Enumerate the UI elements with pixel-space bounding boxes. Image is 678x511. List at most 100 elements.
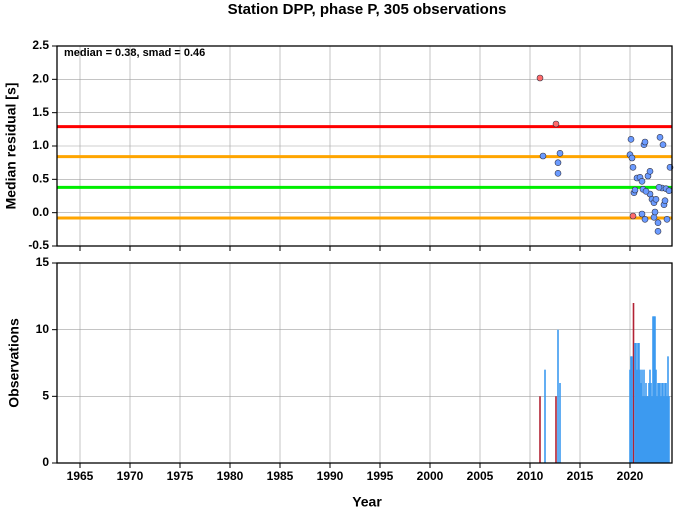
bar xyxy=(640,383,642,463)
point xyxy=(539,152,547,160)
bar xyxy=(630,356,632,463)
bar xyxy=(637,343,639,463)
bar xyxy=(648,383,650,463)
point xyxy=(654,219,662,226)
y-tick-label: 0.5 xyxy=(32,172,49,186)
x-tick-label: 2015 xyxy=(567,469,594,483)
bar xyxy=(668,396,670,463)
bar xyxy=(639,369,641,463)
point xyxy=(656,134,664,141)
x-tick-label: 2005 xyxy=(467,469,494,483)
y-tick-label: 1.0 xyxy=(32,138,49,152)
annotation: median = 0.38, smad = 0.46 xyxy=(64,47,205,59)
point xyxy=(554,159,562,166)
bar xyxy=(666,396,668,463)
bar xyxy=(643,369,645,463)
bar xyxy=(632,303,635,463)
bar xyxy=(653,316,655,463)
point xyxy=(654,228,662,235)
point xyxy=(554,170,562,177)
x-tick-label: 2000 xyxy=(417,469,444,483)
point xyxy=(552,120,560,128)
x-tick-label: 1995 xyxy=(367,469,394,483)
bar xyxy=(660,396,662,463)
point xyxy=(650,214,658,221)
bar xyxy=(657,383,659,463)
y-tick-label: 0.0 xyxy=(32,205,49,219)
bar xyxy=(647,396,649,463)
point xyxy=(641,216,649,223)
chart-title: Station DPP, phase P, 305 observations xyxy=(228,1,507,18)
y-axis-label: Median residual [s] xyxy=(3,83,19,210)
bar xyxy=(655,369,657,463)
bar xyxy=(635,343,637,463)
y-tick-label: 1.5 xyxy=(32,105,49,119)
bar xyxy=(665,383,667,463)
point xyxy=(651,208,659,216)
y-axis-label: Observations xyxy=(6,318,22,408)
bar xyxy=(555,396,557,463)
bar xyxy=(557,329,559,463)
y-tick-label: 10 xyxy=(36,322,50,336)
point xyxy=(556,150,564,157)
point xyxy=(646,168,654,175)
bar xyxy=(544,369,546,463)
bar xyxy=(659,383,661,463)
x-tick-label: 1980 xyxy=(217,469,244,483)
bar xyxy=(654,316,656,463)
bar xyxy=(631,356,633,463)
x-axis-label: Year xyxy=(352,494,382,510)
bar xyxy=(651,396,653,463)
point xyxy=(629,212,637,220)
bar xyxy=(663,396,665,463)
point xyxy=(663,216,671,223)
bar xyxy=(646,396,648,463)
bar xyxy=(652,316,654,463)
bar xyxy=(559,383,561,463)
point xyxy=(638,210,646,218)
bar xyxy=(539,396,541,463)
y-tick-label: 0 xyxy=(42,455,49,469)
x-tick-label: 1985 xyxy=(267,469,294,483)
y-tick-label: 5 xyxy=(42,389,49,403)
bar xyxy=(644,396,646,463)
bar xyxy=(656,396,658,463)
bar xyxy=(641,369,643,463)
bar xyxy=(664,383,666,463)
bar xyxy=(634,343,636,463)
y-tick-label: 15 xyxy=(36,255,50,269)
bar xyxy=(638,343,640,463)
x-tick-label: 1975 xyxy=(167,469,194,483)
y-tick-label: 2.0 xyxy=(32,72,49,86)
plot-frame xyxy=(56,262,673,464)
plot-frame xyxy=(56,45,673,247)
x-tick-label: 2010 xyxy=(517,469,544,483)
bar xyxy=(661,383,663,463)
point xyxy=(638,178,646,185)
point xyxy=(665,187,673,194)
bar xyxy=(662,383,664,463)
point xyxy=(642,188,650,195)
bar xyxy=(636,369,638,463)
point xyxy=(536,74,544,82)
point xyxy=(627,136,635,143)
bar xyxy=(667,356,669,463)
bar xyxy=(642,396,644,463)
bar xyxy=(649,369,651,463)
x-tick-label: 1970 xyxy=(117,469,144,483)
point xyxy=(659,141,667,148)
point xyxy=(652,196,660,203)
y-tick-label: -0.5 xyxy=(28,238,49,252)
point xyxy=(655,184,663,191)
point xyxy=(628,154,636,162)
bar xyxy=(650,383,652,463)
y-tick-label: 2.5 xyxy=(32,38,49,52)
point xyxy=(641,138,649,146)
point xyxy=(661,197,669,204)
bar xyxy=(645,383,647,463)
bar xyxy=(658,383,660,463)
point xyxy=(629,164,637,171)
bar xyxy=(629,369,631,463)
point xyxy=(631,186,639,194)
